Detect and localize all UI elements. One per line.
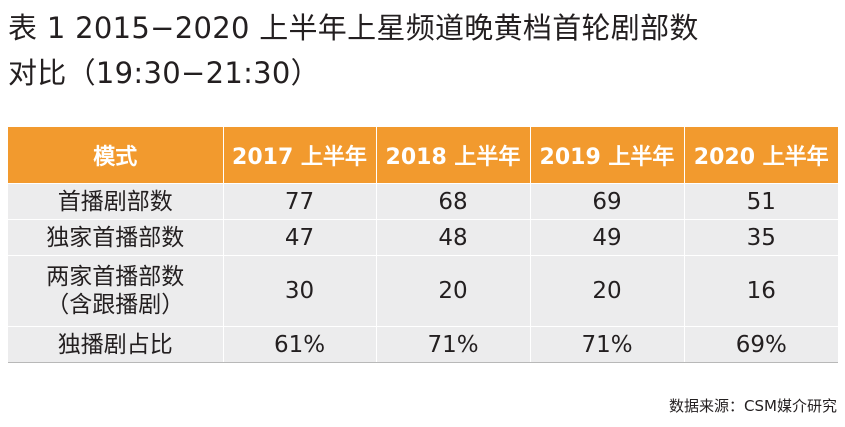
table-cell: 61% bbox=[222, 326, 376, 363]
table-header-row: 模式 2017 上半年 2018 上半年 2019 上半年 2020 上半年 bbox=[8, 127, 838, 184]
table-cell: 77 bbox=[222, 183, 376, 220]
table-cell: 35 bbox=[683, 219, 838, 256]
table-row: 首播剧部数 77 68 69 51 bbox=[8, 183, 838, 220]
row-label: 独家首播部数 bbox=[8, 219, 223, 256]
table-cell: 51 bbox=[683, 183, 838, 220]
header-2017-h1: 2017 上半年 bbox=[222, 127, 376, 184]
row-label-text: 两家首播部数 bbox=[46, 264, 185, 290]
table-cell: 20 bbox=[529, 255, 684, 327]
header-2018-h1: 2018 上半年 bbox=[375, 127, 530, 184]
table-cell: 71% bbox=[375, 326, 530, 363]
row-label: 首播剧部数 bbox=[8, 183, 223, 220]
header-mode: 模式 bbox=[8, 127, 223, 184]
table-cell: 30 bbox=[222, 255, 376, 327]
data-table: 模式 2017 上半年 2018 上半年 2019 上半年 2020 上半年 首… bbox=[8, 127, 838, 363]
row-label-subtext: （含跟播剧） bbox=[46, 292, 185, 318]
table-cell: 71% bbox=[529, 326, 684, 363]
row-label-text: 独家首播部数 bbox=[46, 224, 185, 251]
table-cell: 47 bbox=[222, 219, 376, 256]
table-cell: 68 bbox=[375, 183, 530, 220]
table-title-line-1: 表 1 2015−2020 上半年上星频道晚黄档首轮剧部数 bbox=[8, 11, 699, 45]
table-row: 独播剧占比 61% 71% 71% 69% bbox=[8, 326, 838, 363]
table-title-line-2: 对比（19:30−21:30） bbox=[8, 56, 320, 90]
table-cell: 69 bbox=[529, 183, 684, 220]
row-label-text: 首播剧部数 bbox=[57, 188, 173, 215]
data-source-note: 数据来源：CSM媒介研究 bbox=[669, 397, 837, 415]
row-label: 独播剧占比 bbox=[8, 326, 223, 363]
header-2019-h1: 2019 上半年 bbox=[529, 127, 684, 184]
row-label: 两家首播部数 （含跟播剧） bbox=[8, 255, 223, 327]
table-row: 两家首播部数 （含跟播剧） 30 20 20 16 bbox=[8, 255, 838, 327]
table-cell: 20 bbox=[375, 255, 530, 327]
table-title: 表 1 2015−2020 上半年上星频道晚黄档首轮剧部数 对比（19:30−2… bbox=[8, 6, 838, 96]
table-cell: 49 bbox=[529, 219, 684, 256]
table-cell: 69% bbox=[683, 326, 838, 363]
table-cell: 48 bbox=[375, 219, 530, 256]
table-cell: 16 bbox=[683, 255, 838, 327]
row-label-text: 独播剧占比 bbox=[57, 331, 173, 358]
header-2020-h1: 2020 上半年 bbox=[683, 127, 838, 184]
table-row: 独家首播部数 47 48 49 35 bbox=[8, 219, 838, 256]
